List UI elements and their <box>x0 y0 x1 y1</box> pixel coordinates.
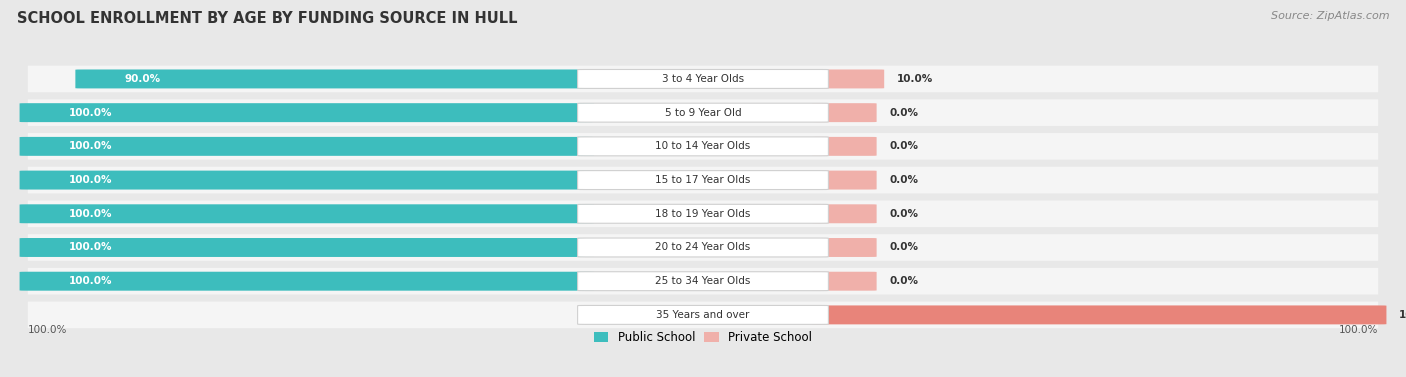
FancyBboxPatch shape <box>811 204 876 223</box>
Text: 100.0%: 100.0% <box>69 108 112 118</box>
Text: 0.0%: 0.0% <box>889 242 918 253</box>
Text: 20 to 24 Year Olds: 20 to 24 Year Olds <box>655 242 751 253</box>
Text: 100.0%: 100.0% <box>1339 325 1378 335</box>
Text: 25 to 34 Year Olds: 25 to 34 Year Olds <box>655 276 751 286</box>
Text: 100.0%: 100.0% <box>69 209 112 219</box>
FancyBboxPatch shape <box>20 171 595 190</box>
FancyBboxPatch shape <box>811 69 884 89</box>
FancyBboxPatch shape <box>578 171 828 190</box>
FancyBboxPatch shape <box>28 133 1378 160</box>
FancyBboxPatch shape <box>28 268 1378 294</box>
Text: 0.0%: 0.0% <box>889 141 918 151</box>
Text: 0.0%: 0.0% <box>889 276 918 286</box>
FancyBboxPatch shape <box>578 305 828 324</box>
FancyBboxPatch shape <box>28 302 1378 328</box>
FancyBboxPatch shape <box>20 137 595 156</box>
Text: 35 Years and over: 35 Years and over <box>657 310 749 320</box>
Text: 15 to 17 Year Olds: 15 to 17 Year Olds <box>655 175 751 185</box>
FancyBboxPatch shape <box>578 69 828 89</box>
Text: 100.0%: 100.0% <box>69 276 112 286</box>
Text: 90.0%: 90.0% <box>125 74 162 84</box>
Text: 10 to 14 Year Olds: 10 to 14 Year Olds <box>655 141 751 151</box>
Text: 10.0%: 10.0% <box>897 74 932 84</box>
Text: 18 to 19 Year Olds: 18 to 19 Year Olds <box>655 209 751 219</box>
Text: Source: ZipAtlas.com: Source: ZipAtlas.com <box>1271 11 1389 21</box>
Text: 0.0%: 0.0% <box>889 209 918 219</box>
Text: 100.0%: 100.0% <box>69 141 112 151</box>
Text: 3 to 4 Year Olds: 3 to 4 Year Olds <box>662 74 744 84</box>
FancyBboxPatch shape <box>28 167 1378 193</box>
Text: 100.0%: 100.0% <box>28 325 67 335</box>
FancyBboxPatch shape <box>811 238 876 257</box>
FancyBboxPatch shape <box>28 201 1378 227</box>
FancyBboxPatch shape <box>28 66 1378 92</box>
FancyBboxPatch shape <box>578 137 828 156</box>
Text: 100.0%: 100.0% <box>69 175 112 185</box>
Text: 100.0%: 100.0% <box>69 242 112 253</box>
FancyBboxPatch shape <box>20 238 595 257</box>
FancyBboxPatch shape <box>578 272 828 291</box>
Text: 100.0%: 100.0% <box>1399 310 1406 320</box>
FancyBboxPatch shape <box>578 103 828 122</box>
FancyBboxPatch shape <box>811 305 1386 324</box>
FancyBboxPatch shape <box>20 103 595 122</box>
Text: 5 to 9 Year Old: 5 to 9 Year Old <box>665 108 741 118</box>
FancyBboxPatch shape <box>811 103 876 122</box>
FancyBboxPatch shape <box>76 69 595 89</box>
FancyBboxPatch shape <box>811 171 876 190</box>
Text: 0.0%: 0.0% <box>889 108 918 118</box>
FancyBboxPatch shape <box>20 204 595 223</box>
FancyBboxPatch shape <box>811 272 876 291</box>
FancyBboxPatch shape <box>578 238 828 257</box>
Text: 0.0%: 0.0% <box>889 175 918 185</box>
Legend: Public School, Private School: Public School, Private School <box>589 326 817 349</box>
FancyBboxPatch shape <box>811 137 876 156</box>
FancyBboxPatch shape <box>20 272 595 291</box>
FancyBboxPatch shape <box>28 100 1378 126</box>
Text: SCHOOL ENROLLMENT BY AGE BY FUNDING SOURCE IN HULL: SCHOOL ENROLLMENT BY AGE BY FUNDING SOUR… <box>17 11 517 26</box>
FancyBboxPatch shape <box>578 204 828 223</box>
FancyBboxPatch shape <box>28 234 1378 261</box>
